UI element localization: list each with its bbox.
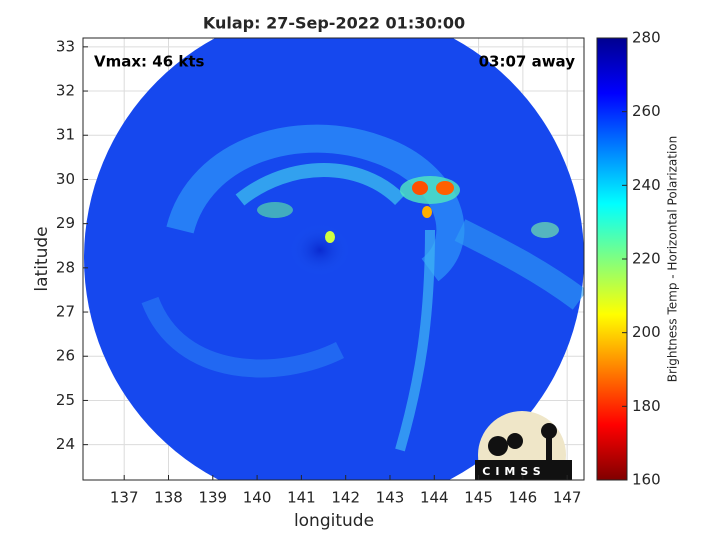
y-tick-label: 25 [56, 391, 75, 409]
x-tick-label: 145 [464, 489, 493, 507]
colorbar-tick-label: 240 [632, 176, 661, 194]
plot-frame [82, 37, 585, 481]
colorbar-tick-label: 220 [632, 250, 661, 268]
satellite-image: CIMSS [84, 38, 584, 480]
y-tick-label: 26 [56, 347, 75, 365]
y-tick-label: 28 [56, 258, 75, 276]
annotation: 03:07 away [479, 53, 576, 71]
x-tick-label: 142 [331, 489, 360, 507]
logo-text: CIMSS [482, 465, 545, 478]
colorbar-label: Brightness Temp - Horizontal Polarizatio… [666, 136, 680, 383]
chart-title: Kulap: 27-Sep-2022 01:30:00 [203, 14, 465, 33]
colorbar-tick-label: 180 [632, 397, 661, 415]
y-tick-label: 29 [56, 214, 75, 232]
x-tick-label: 140 [243, 489, 272, 507]
y-tick-label: 33 [56, 37, 75, 55]
y-tick-label: 31 [56, 126, 75, 144]
x-tick-label: 137 [110, 489, 139, 507]
annotation: Vmax: 46 kts [94, 53, 204, 71]
x-tick-label: 143 [376, 489, 405, 507]
colorbar-tick-label: 200 [632, 323, 661, 341]
y-tick-label: 27 [56, 303, 75, 321]
y-tick-label: 32 [56, 82, 75, 100]
x-tick-label: 138 [154, 489, 183, 507]
x-tick-label: 139 [198, 489, 227, 507]
x-tick-label: 141 [287, 489, 316, 507]
x-axis-label: longitude [294, 511, 374, 531]
x-tick-label: 144 [420, 489, 449, 507]
y-tick-label: 24 [56, 435, 75, 453]
colorbar-tick-label: 160 [632, 471, 661, 489]
colorbar-tick-label: 280 [632, 29, 661, 47]
colorbar-tick-label: 260 [632, 102, 661, 120]
x-tick-label: 146 [509, 489, 538, 507]
y-axis-label: latitude [32, 226, 52, 291]
x-tick-label: 147 [553, 489, 582, 507]
y-tick-label: 30 [56, 170, 75, 188]
logo: CIMSS [475, 411, 572, 480]
